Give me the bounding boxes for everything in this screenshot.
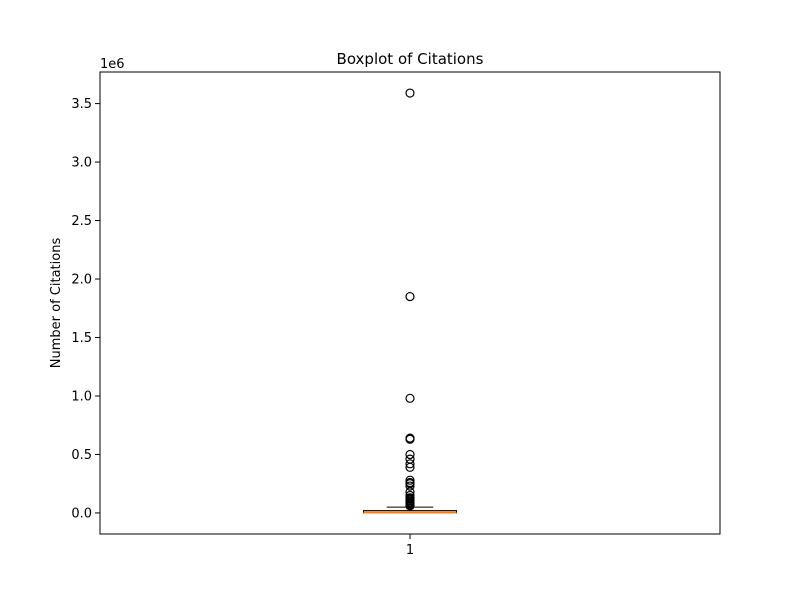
y-tick-label: 2.0	[71, 273, 92, 288]
chart-title: Boxplot of Citations	[337, 50, 484, 68]
outlier-point	[405, 454, 415, 464]
outlier-point	[405, 501, 415, 511]
x-axis: 1	[406, 534, 414, 558]
outlier-point	[405, 449, 415, 460]
y-tick-label: 1.0	[71, 389, 92, 404]
plot-frame	[99, 71, 721, 535]
outlier-point	[405, 434, 415, 444]
y-tick-label: 3.0	[71, 156, 92, 171]
outlier-point	[405, 475, 415, 485]
y-offset-label: 1e6	[100, 57, 125, 72]
outlier-point	[405, 393, 415, 403]
outlier-point	[405, 291, 415, 302]
outlier-point	[405, 459, 415, 469]
y-tick-label: 0.5	[71, 448, 92, 463]
y-axis-label: Number of Citations	[49, 238, 64, 369]
y-tick-label: 3.5	[71, 97, 92, 112]
outlier-point	[405, 462, 415, 472]
y-tick-label: 2.5	[71, 214, 92, 229]
y-tick-label: 0.0	[71, 506, 92, 521]
outlier-point	[405, 88, 415, 98]
plot-area	[363, 88, 457, 514]
x-tick-label: 1	[406, 543, 414, 558]
outlier-point	[405, 481, 415, 491]
y-axis: 0.0 0.5 1.0 1.5 2.0 2.5 3.0 3.5	[71, 97, 100, 521]
y-tick-label: 1.5	[71, 331, 92, 346]
